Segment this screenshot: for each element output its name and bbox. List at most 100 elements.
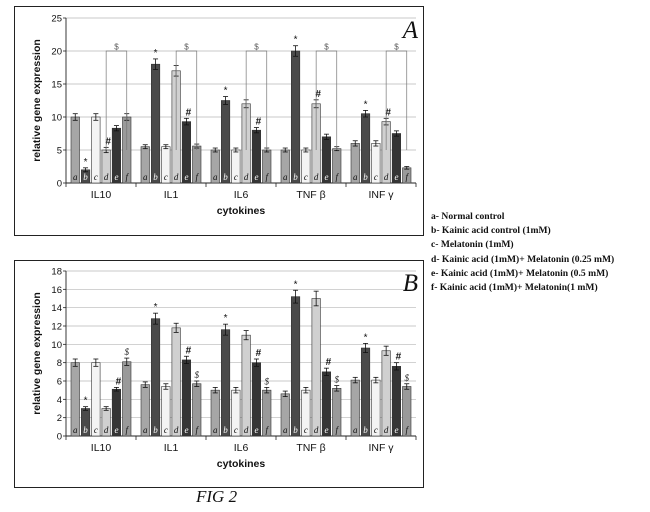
panel-a-bar-letter: c <box>234 172 238 182</box>
panel-b-y-tick-label: 14 <box>51 303 62 314</box>
panel-b-y-tick-label: 8 <box>57 358 62 369</box>
panel-b-bar-letter: a <box>213 425 218 435</box>
panel-a-bar-letter: e <box>254 172 258 182</box>
panel-b-bar-d-2 <box>241 334 251 437</box>
panel-b-panel-label: B <box>403 270 418 297</box>
panel-b-significance-star: * <box>224 313 228 324</box>
panel-b-bar-letter: f <box>195 425 199 435</box>
panel-b-y-tick-label: 2 <box>57 413 62 424</box>
panel-b-bar-letter: a <box>283 425 288 435</box>
panel-b-bar-letter: b <box>293 425 298 435</box>
panel-a-bar-letter: b <box>83 172 88 182</box>
panel-b-bar-letter: d <box>314 425 319 435</box>
panel-b-bar-letter: d <box>104 425 109 435</box>
panel-a-y-tick-label: 15 <box>51 80 62 91</box>
panel-a-significance-star: * <box>224 86 228 97</box>
panel-a-significance-star: * <box>154 48 158 59</box>
panel-b-bar-letter: e <box>394 425 398 435</box>
panel-a-bar-letter: b <box>223 172 228 182</box>
panel-b-bar-letter: d <box>384 425 389 435</box>
panel-a-bar-letter: f <box>335 172 339 182</box>
panel-b-category-label: IL10 <box>91 442 112 454</box>
panel-b-bar-d-1 <box>171 327 181 437</box>
panel-b-bar-letter: f <box>405 425 409 435</box>
panel-a-bar-letter: c <box>304 172 308 182</box>
panel-b-bar-letter: d <box>174 425 179 435</box>
panel-b-y-tick-label: 12 <box>51 322 62 333</box>
legend-item-c: c- Melatonin (1mM) <box>431 239 514 251</box>
panel-b-bar-letter: c <box>374 425 378 435</box>
panel-b-bar-letter: e <box>114 425 118 435</box>
panel-a-significance-star: * <box>294 35 298 46</box>
panel-b-category-label: IL1 <box>164 442 179 454</box>
panel-a-significance-dollar: $ <box>114 43 119 52</box>
panel-b-category-label: TNF β <box>296 442 325 454</box>
panel-b-bar-letter: f <box>125 425 129 435</box>
panel-a-significance-hash: # <box>256 117 262 128</box>
panel-b-significance-dollar: $ <box>265 376 270 386</box>
legend-item-f: f- Kainic acid (1mM)+ Melatonin(1 mM) <box>431 282 598 294</box>
panel-a-bar-letter: d <box>244 172 249 182</box>
panel-a-bar-letter: c <box>164 172 168 182</box>
panel-b-significance-hash: # <box>186 345 192 356</box>
panel-a-significance-bracket <box>175 50 198 150</box>
panel-a-category-label: IL1 <box>164 189 179 201</box>
panel-a-category-label: INF γ <box>368 189 394 201</box>
panel-b-y-tick-label: 4 <box>57 395 62 406</box>
panel-b-y-tick-label: 0 <box>57 432 62 443</box>
panel-b-bar-letter: e <box>184 425 188 435</box>
panel-b-bar-letter: d <box>244 425 249 435</box>
panel-a-bar-letter: a <box>283 172 288 182</box>
panel-a-significance-hash: # <box>315 89 321 100</box>
panel-a-bar-letter: e <box>324 172 328 182</box>
panel-a-bar-letter: d <box>384 172 389 182</box>
panel-b-bar-letter: f <box>265 425 269 435</box>
panel-b-bar-letter: f <box>335 425 339 435</box>
panel-b-bar-letter: e <box>254 425 258 435</box>
panel-a-bar-letter: b <box>293 172 298 182</box>
panel-a-bar-letter: d <box>104 172 109 182</box>
panel-a-x-axis-title: cytokines <box>217 205 266 217</box>
panel-a-significance-bracket <box>385 50 408 150</box>
panel-b-x-axis-title: cytokines <box>217 458 266 470</box>
panel-b-y-tick-label: 10 <box>51 340 62 351</box>
panel-b-bar-letter: b <box>153 425 158 435</box>
panel-a-category-label: TNF β <box>296 189 325 201</box>
panel-a-significance-star: * <box>364 99 368 110</box>
panel-a-y-axis-title: relative gene expression <box>31 39 43 162</box>
panel-b-significance-dollar: $ <box>195 370 200 380</box>
panel-a-bar-letter: f <box>265 172 269 182</box>
panel-a-panel-label: A <box>401 17 419 44</box>
legend-item-a: a- Normal control <box>431 211 505 222</box>
panel-b-bar-letter: b <box>223 425 228 435</box>
panel-a-significance-dollar: $ <box>184 43 189 52</box>
panel-a-bar-letter: d <box>314 172 319 182</box>
panel-b-bar-letter: b <box>83 425 88 435</box>
panel-a-bar-letter: e <box>184 172 188 182</box>
panel-b-bar-b-3 <box>290 296 301 437</box>
panel-b-bar-b-2 <box>221 329 231 437</box>
panel-b-bar-b-1 <box>151 318 161 437</box>
figure-caption: FIG 2 <box>196 487 238 506</box>
panel-a-bar-letter: b <box>363 172 368 182</box>
panel-b-significance-hash: # <box>256 348 262 359</box>
panel-b-category-label: IL6 <box>234 442 249 454</box>
panel-a-bar-letter: a <box>73 172 78 182</box>
panel-b-bar-letter: a <box>143 425 148 435</box>
panel-b-y-tick-label: 16 <box>51 285 62 296</box>
panel-a-y-tick-label: 25 <box>51 14 62 25</box>
panel-b-bar-letter: c <box>164 425 168 435</box>
panel-a-bar-letter: e <box>114 172 118 182</box>
panel-b-bar-letter: c <box>234 425 238 435</box>
panel-b-significance-star: * <box>84 396 88 407</box>
panel-b-significance-hash: # <box>326 357 332 368</box>
panel-a-bar-letter: a <box>143 172 148 182</box>
panel-b-bar-d-3 <box>311 298 321 437</box>
panel-b-bar-letter: b <box>363 425 368 435</box>
panel-a-significance-dollar: $ <box>254 43 259 52</box>
panel-a-y-tick-label: 5 <box>57 146 62 157</box>
panel-a-significance-bracket <box>105 50 128 150</box>
panel-a-y-tick-label: 20 <box>51 47 62 58</box>
panel-a-significance-hash: # <box>385 107 391 118</box>
